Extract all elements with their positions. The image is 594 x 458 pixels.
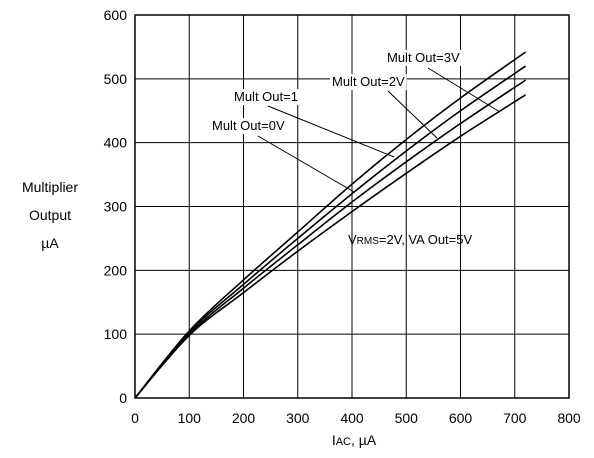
- x-tick-label: 600: [449, 410, 473, 426]
- condition-label: VRMS=2V, VA Out=5V: [348, 232, 472, 247]
- series-line-1: [134, 65, 527, 399]
- x-axis-ticks: 0 100 200 300 400 500 600 700 800: [131, 410, 581, 426]
- x-axis-label: IAC, µA: [332, 432, 377, 448]
- x-axis-label-unit: , µA: [351, 432, 377, 448]
- y-axis-ticks: 0 100 200 300 400 500 600: [104, 7, 128, 406]
- annotation-label-1: Mult Out=2V: [332, 74, 405, 89]
- x-tick-label: 400: [340, 410, 364, 426]
- x-tick-label: 200: [232, 410, 256, 426]
- y-axis-label-line-1: Multiplier: [22, 179, 78, 195]
- x-tick-label: 700: [503, 410, 527, 426]
- y-tick-label: 100: [104, 326, 128, 342]
- annotation-bg-1: [330, 74, 407, 90]
- annotation-bg-0: [385, 50, 462, 66]
- series-line-2: [134, 79, 527, 399]
- x-axis-label-main: I: [332, 432, 336, 448]
- y-tick-label: 600: [104, 7, 128, 23]
- annotation-label-0: Mult Out=3V: [387, 50, 460, 65]
- annotation-leader-3: [257, 135, 355, 193]
- annotation-label-2: Mult Out=1: [234, 89, 298, 104]
- annotations-group: Mult Out=3V Mult Out=2V Mult Out=1 Mult Out…: [210, 50, 501, 193]
- y-axis-label-line-2: Output: [29, 207, 71, 223]
- y-tick-label: 500: [104, 71, 128, 87]
- y-tick-label: 0: [119, 390, 127, 406]
- annotation-leader-1: [387, 90, 438, 139]
- annotation-leader-2: [267, 105, 395, 158]
- series-group: [134, 51, 527, 399]
- annotation-bg-2: [232, 89, 300, 105]
- annotation-label-3: Mult Out=0V: [212, 118, 285, 133]
- x-tick-label: 300: [286, 410, 310, 426]
- x-tick-label: 100: [178, 410, 202, 426]
- condition-label-v: V: [348, 232, 357, 247]
- x-tick-label: 800: [557, 410, 581, 426]
- x-tick-label: 0: [131, 410, 139, 426]
- grid-lines: [135, 15, 569, 398]
- annotation-leader-0: [427, 67, 501, 113]
- y-axis-label-line-3: µA: [41, 235, 59, 251]
- condition-label-rest: =2V, VA Out=5V: [379, 232, 473, 247]
- annotation-bg-3: [210, 118, 287, 134]
- x-tick-label: 500: [395, 410, 419, 426]
- series-line-3: [134, 94, 527, 399]
- y-tick-label: 400: [104, 135, 128, 151]
- y-tick-label: 200: [104, 262, 128, 278]
- x-axis-label-sub: AC: [336, 436, 351, 448]
- y-tick-label: 300: [104, 199, 128, 215]
- plot-frame: [134, 14, 570, 399]
- condition-label-sub: RMS: [357, 236, 380, 247]
- series-line-0: [134, 51, 527, 399]
